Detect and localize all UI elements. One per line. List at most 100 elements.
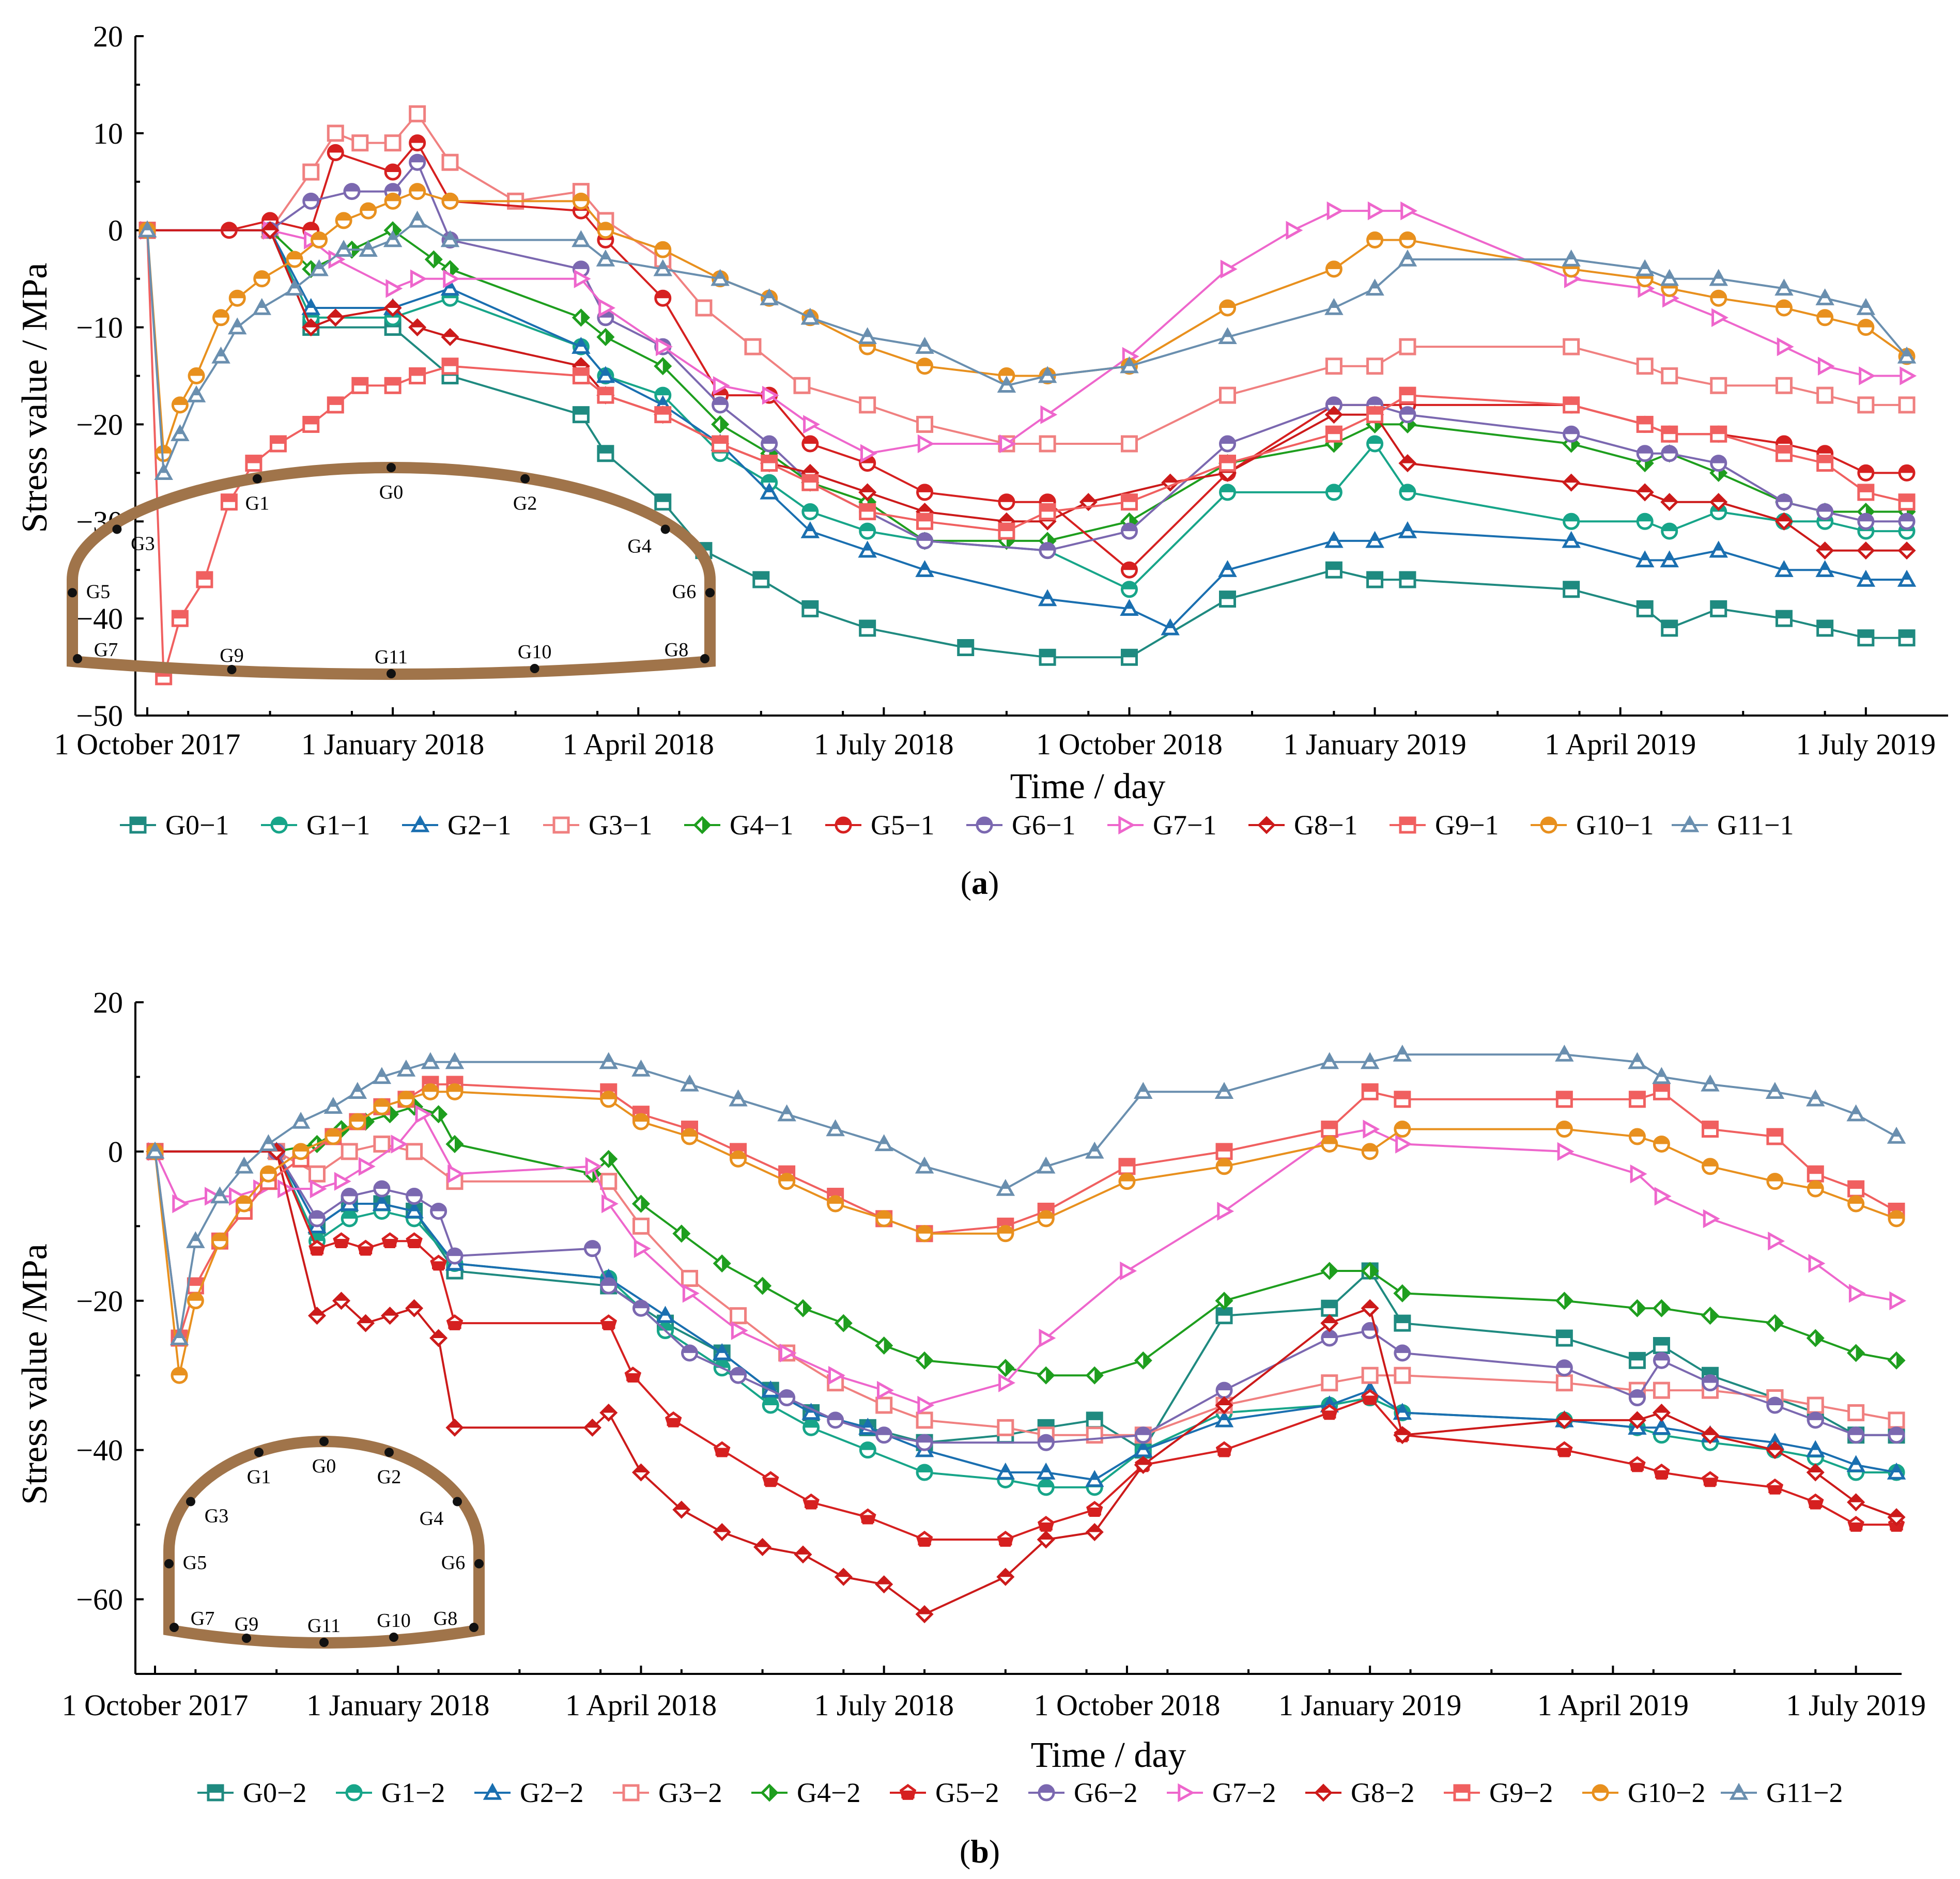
data-point [1766, 1441, 1784, 1459]
x-tick-label: 1 January 2018 [301, 727, 484, 761]
data-point [445, 1052, 465, 1069]
data-point [600, 1173, 618, 1190]
data-point [1219, 591, 1237, 608]
legend-label: G4−1 [730, 810, 793, 841]
data-point [997, 1225, 1014, 1243]
data-point [1897, 346, 1917, 364]
data-point [1321, 1329, 1338, 1347]
data-point [373, 1135, 391, 1153]
data-point [1856, 569, 1876, 587]
data-point [1653, 1135, 1670, 1153]
legend-marker [693, 816, 712, 834]
data-point [753, 1538, 772, 1556]
data-point [1857, 464, 1875, 482]
panel-a: Stress value / MPa Time / day 20 10 0 −10 −2… [15, 20, 1948, 901]
data-point [1361, 1143, 1379, 1160]
data-point [1555, 1329, 1573, 1347]
data-point [1636, 415, 1654, 433]
data-point [1806, 1440, 1825, 1457]
data-point [572, 230, 591, 247]
data-point [409, 105, 426, 122]
legend-marker [1592, 1784, 1609, 1802]
data-point [301, 298, 320, 315]
data-point [1134, 1456, 1152, 1474]
data-point [424, 250, 443, 269]
data-point [1134, 1440, 1153, 1457]
data-point [876, 1380, 894, 1400]
data-point [1039, 1328, 1056, 1348]
data-point [1366, 358, 1384, 375]
data-point [1635, 483, 1654, 502]
gauge-label: G7 [191, 1608, 214, 1629]
data-point [1365, 531, 1384, 548]
data-point [1324, 406, 1343, 424]
data-point [1709, 493, 1728, 511]
data-point [351, 134, 369, 152]
legend-marker [1540, 816, 1557, 834]
y-tick-label: −40 [76, 1434, 123, 1467]
data-point [1215, 1158, 1233, 1175]
legend-label: G8−2 [1351, 1777, 1414, 1808]
data-point [1652, 1067, 1671, 1084]
data-point [631, 1059, 651, 1077]
data-point [406, 1232, 423, 1249]
data-point [384, 192, 402, 210]
y-axis-label: Stress value / MPa [15, 262, 55, 533]
data-point [408, 318, 427, 337]
data-point [1215, 1396, 1233, 1415]
data-point [383, 299, 402, 317]
data-point [1395, 1135, 1413, 1154]
data-point [1898, 396, 1916, 414]
gauge-label: G3 [131, 533, 155, 554]
data-point [187, 385, 206, 402]
data-point [406, 1188, 423, 1205]
data-point [1775, 377, 1793, 394]
data-point [1398, 521, 1417, 538]
data-point [372, 1067, 392, 1084]
data-point [1653, 1337, 1670, 1354]
data-point [1847, 1180, 1865, 1198]
data-point [446, 1314, 464, 1330]
data-point [1710, 600, 1727, 617]
data-point [574, 269, 591, 288]
gauge-point [242, 1634, 251, 1643]
data-point [292, 1143, 310, 1160]
data-point [1325, 425, 1342, 443]
data-point [1563, 425, 1580, 443]
data-point [682, 1284, 700, 1303]
data-point [762, 1471, 779, 1487]
gauge-point [73, 654, 82, 663]
data-point [1628, 1389, 1646, 1407]
data-point [310, 259, 329, 276]
data-point [1766, 1396, 1784, 1414]
data-point [778, 1389, 796, 1407]
data-point [762, 1396, 779, 1414]
data-point [712, 435, 729, 453]
data-point [1898, 513, 1916, 530]
data-point [834, 1567, 853, 1586]
data-point [1807, 1180, 1824, 1198]
data-point [1134, 1351, 1152, 1370]
data-point [916, 1225, 933, 1243]
data-point [596, 366, 615, 383]
data-point [599, 1150, 618, 1168]
legend-label: G7−2 [1212, 1777, 1276, 1808]
data-point [665, 1411, 682, 1427]
data-point [1555, 1044, 1574, 1062]
data-point [327, 396, 344, 414]
data-point [1394, 1344, 1411, 1362]
data-point [1774, 512, 1793, 531]
data-point [875, 1210, 893, 1228]
x-tick-label: 1 July 2018 [814, 1688, 954, 1722]
legend-item: G1−2 [336, 1777, 445, 1808]
data-point [1038, 589, 1057, 607]
data-point [1399, 231, 1416, 249]
y-tick-label: 20 [93, 986, 123, 1019]
data-point [1555, 1374, 1573, 1392]
data-point [1816, 455, 1834, 472]
data-point [1366, 435, 1384, 453]
data-point [802, 1419, 820, 1436]
data-point [753, 1277, 772, 1295]
data-point [1701, 1121, 1719, 1138]
